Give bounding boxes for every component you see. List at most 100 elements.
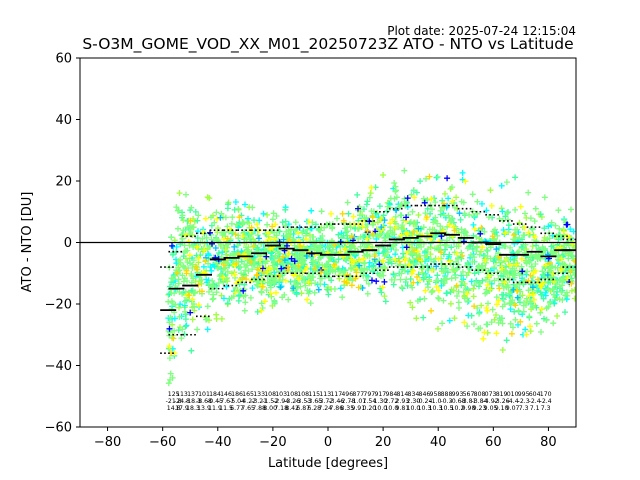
bin-count-mean: -3.84 [472,398,488,405]
x-axis-label: Latitude [degrees] [268,456,388,471]
bin-count-n: 103 [275,391,287,398]
scatter-points [165,167,576,387]
bin-count-mean: -7.67 [218,398,234,405]
bin-count-mean: -4.4 [507,398,519,405]
bin-count-n: 984 [385,391,397,398]
bin-count-mean: -8.68 [196,398,212,405]
bin-count-n: 184 [209,391,221,398]
bin-count-mean: -3.21 [251,398,267,405]
bin-count-std: 0.20 [362,405,376,412]
bin-count-std: 9.98 [462,405,476,412]
bin-count-std: 7.3 [519,405,529,412]
bin-count-std: 8.00 [263,405,277,412]
bin-count-std: 7.86 [329,405,343,412]
bin-count-mean: -1.52 [262,398,278,405]
bin-count-n: 117 [330,391,342,398]
y-tick-label: −20 [45,298,72,313]
bin-count-mean: -4.22 [240,398,256,405]
bin-count-n: 995 [518,391,530,398]
y-tick-label: 40 [55,113,72,128]
bin-count-std: 14.8 [167,405,181,412]
bin-count-n: 993 [452,391,464,398]
y-axis-label: ATO - NTO [DU] [20,192,35,293]
bin-count-std: 18.3 [186,405,200,412]
bin-count-mean: -18.3 [185,398,201,405]
bin-count-std: 9.05 [484,405,498,412]
bin-count-n: 010 [507,391,519,398]
bin-count-mean: 2.72 [384,398,398,405]
bin-count-n: 797 [363,391,375,398]
scatter-marker-group [168,173,576,356]
bin-count-mean: -0.24 [416,398,432,405]
bin-count-n: 137 [187,391,199,398]
bin-count-n: 115 [308,391,320,398]
bin-count-n: 073 [485,391,497,398]
chart-title: S-O3M_GOME_VOD_XX_M01_20250723Z ATO - NT… [82,35,573,54]
y-tick-label: −40 [45,359,72,374]
bin-count-std: 10.2 [451,405,465,412]
x-tick-label: −60 [149,435,176,450]
bin-count-n: 808 [474,391,486,398]
bin-count-std: 10.3 [429,405,443,412]
bin-count-mean: -3.72 [317,398,333,405]
bin-count-std: 11.5 [219,405,233,412]
bin-count-n: 877 [352,391,364,398]
bin-count-mean: -3.46 [328,398,344,405]
bin-count-mean: 1.30 [373,398,387,405]
bin-count-std: 10.0 [407,405,421,412]
bin-count-std: 7.18 [274,405,288,412]
bin-count-n: 958 [430,391,442,398]
bin-count-std: 11.9 [208,405,222,412]
bin-count-std: 7.24 [318,405,332,412]
bin-count-std: 8.42 [285,405,299,412]
x-tick-label: 0 [324,435,332,450]
bin-count-n: 888 [441,391,453,398]
bin-count-n: 108 [286,391,298,398]
bin-count-n: 113 [319,391,331,398]
bin-count-mean: -0.68 [450,398,466,405]
bin-count-std: 10.0 [384,405,398,412]
bin-count-mean: -21.8 [166,398,182,405]
y-tick-label: 60 [55,52,72,67]
bin-count-mean: -3.26 [494,398,510,405]
bin-count-n: 146 [220,391,232,398]
bin-count-std: 6.28 [307,405,321,412]
x-tick-label: −40 [204,435,231,450]
bin-count-std: 8.35 [340,405,354,412]
bin-count-n: 101 [198,391,210,398]
bin-count-n: 108 [297,391,309,398]
bin-count-mean: -2.4 [529,398,541,405]
bin-count-mean: -1.07 [350,398,366,405]
bin-count-mean: 1.54 [362,398,376,405]
y-axis-ticks: −60 −40 −20 0 20 40 60 [45,52,80,436]
bin-count-mean: -3.81 [461,398,477,405]
bin-statistics [160,204,576,355]
x-tick-label: 40 [430,435,447,450]
bin-count-std: 9.07 [506,405,520,412]
bin-count-n: 113 [176,391,188,398]
plot-date-label: Plot date: 2025-07-24 12:15:04 [387,24,576,38]
bin-count-std: 6.77 [230,405,244,412]
bin-count-mean: -2.4 [540,398,552,405]
bin-count-mean: -3.53 [295,398,311,405]
bin-count-mean: -3.65 [306,398,322,405]
bin-count-n: 819 [496,391,508,398]
bin-count-n: 846 [419,391,431,398]
y-tick-label: 20 [55,175,72,190]
bin-count-std: 7.65 [241,405,255,412]
bin-count-mean: -2.94 [273,398,289,405]
bin-count-n: 496 [341,391,353,398]
bin-count-mean: -5.04 [229,398,245,405]
bin-count-n: 165 [242,391,254,398]
bin-count-n: 834 [408,391,420,398]
bin-count-std: 9.81 [396,405,410,412]
bin-count-n: 133 [253,391,265,398]
bin-count-std: 9.91 [351,405,365,412]
bin-count-n: 186 [231,391,243,398]
bin-count-std: 7.88 [252,405,266,412]
bin-count-mean: -3.26 [284,398,300,405]
bin-count-mean: -1.0 [429,398,441,405]
bin-count-std: 9.10 [495,405,509,412]
bin-count-n: 125 [168,391,180,398]
